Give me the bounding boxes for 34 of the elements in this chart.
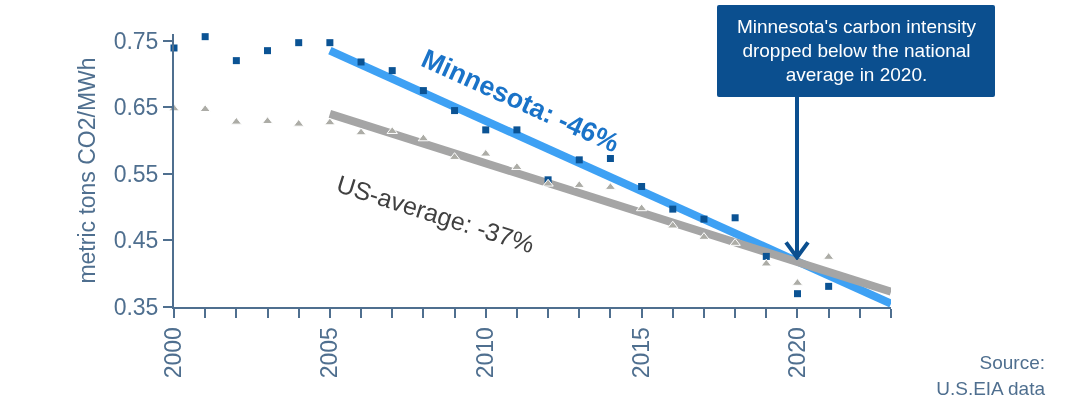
point	[825, 282, 833, 290]
point	[762, 252, 770, 260]
x-tick-label: 2000	[160, 327, 187, 379]
point	[264, 47, 272, 55]
point	[357, 58, 365, 66]
point	[482, 126, 490, 134]
y-axis-title: metric tons CO2/MWh	[73, 57, 100, 284]
y-tick-label: 0.75	[113, 27, 159, 54]
y-tick-label: 0.55	[113, 160, 159, 187]
point	[793, 290, 801, 298]
point	[295, 39, 303, 47]
y-tick-label: 0.45	[113, 227, 159, 254]
point	[667, 220, 679, 229]
point	[700, 215, 708, 223]
point	[355, 127, 367, 136]
x-tick-label: 2005	[316, 327, 343, 379]
point	[388, 67, 396, 75]
x-tick-label: 2015	[628, 327, 655, 379]
point	[324, 117, 336, 126]
point	[201, 33, 209, 41]
annotation: Minnesota's carbon intensity dropped below the national average in 2020.	[717, 5, 996, 97]
point	[232, 57, 240, 65]
y-tick-label: 0.65	[113, 94, 159, 121]
source-note: Source: U.S.EIA data	[935, 351, 1045, 401]
y-tick-label: 0.35	[113, 294, 159, 321]
point	[326, 39, 334, 47]
point	[731, 214, 739, 222]
point	[575, 156, 583, 164]
point	[606, 155, 614, 163]
point	[669, 205, 677, 213]
x-tick-label: 2010	[472, 327, 499, 379]
x-tick-label: 2020	[783, 327, 810, 379]
point	[638, 182, 646, 190]
point	[513, 126, 521, 134]
